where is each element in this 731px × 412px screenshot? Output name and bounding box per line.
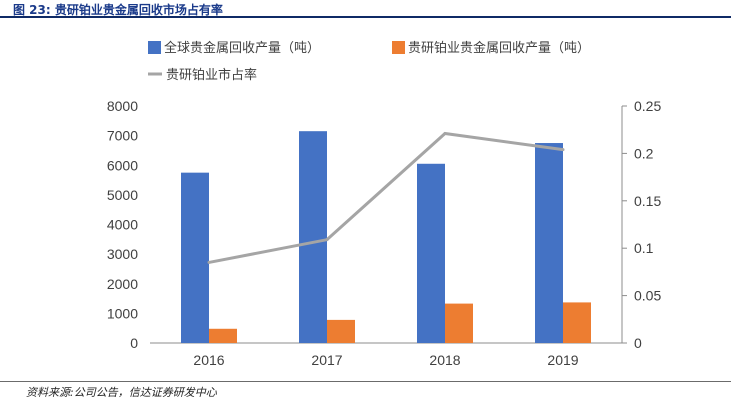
y-right-tick-label: 0.25	[634, 98, 661, 114]
y-right-tick-label: 0.1	[634, 240, 654, 256]
legend-label-share: 贵研铂业市占率	[166, 67, 257, 83]
footer-rule	[0, 381, 731, 382]
x-tick-label: 2018	[429, 352, 460, 368]
figure-title: 图 23: 贵研铂业贵金属回收市场占有率	[13, 3, 223, 17]
bar-guiyan	[563, 302, 591, 343]
y-left-tick-label: 4000	[107, 217, 138, 233]
y-left-tick-label: 5000	[107, 187, 138, 203]
x-tick-label: 2019	[547, 352, 578, 368]
bar-global	[417, 163, 445, 343]
x-tick-label: 2017	[311, 352, 342, 368]
share-line-path	[208, 131, 564, 264]
y-right-tick-label: 0	[634, 335, 642, 351]
y-left-tick-label: 1000	[107, 305, 138, 321]
legend-swatch-guiyan	[392, 41, 405, 54]
axes: 0 1000 2000 3000 4000 5000 6000 7000 8000 0 0.05 0.…	[107, 98, 662, 368]
y-left-tick-label: 0	[130, 335, 138, 351]
x-tick-label: 2016	[193, 352, 224, 368]
figure-title-bar: 图 23: 贵研铂业贵金属回收市场占有率	[0, 0, 731, 18]
share-line-point	[443, 131, 447, 135]
share-line	[207, 131, 565, 264]
share-line-point	[325, 238, 329, 242]
y-left-tick-label: 6000	[107, 157, 138, 173]
bars	[181, 131, 591, 343]
chart-area: 全球贵金属回收产量（吨） 贵研铂业贵金属回收产量（吨） 贵研铂业市占率 0 100…	[107, 40, 662, 368]
share-line-point	[207, 260, 211, 264]
source-note: 资料来源:公司公告，信达证券研发中心	[26, 386, 217, 399]
legend: 全球贵金属回收产量（吨） 贵研铂业贵金属回收产量（吨） 贵研铂业市占率	[148, 40, 590, 83]
legend-swatch-global	[148, 41, 161, 54]
y-right-tick-label: 0.05	[634, 288, 661, 304]
bar-global	[535, 143, 563, 343]
bar-guiyan	[209, 328, 237, 343]
y-left-tick-label: 2000	[107, 276, 138, 292]
legend-label-global: 全球贵金属回收产量（吨）	[164, 40, 320, 56]
bar-global	[299, 131, 327, 343]
legend-label-guiyan: 贵研铂业贵金属回收产量（吨）	[408, 40, 590, 56]
y-right-tick-label: 0.15	[634, 193, 661, 209]
y-right-tick-label: 0.2	[634, 145, 654, 161]
bar-guiyan	[327, 319, 355, 343]
share-line-point	[561, 148, 565, 152]
bar-guiyan	[445, 303, 473, 343]
y-left-tick-label: 7000	[107, 128, 138, 144]
y-left-tick-label: 8000	[107, 98, 138, 114]
bar-global	[181, 172, 209, 343]
y-left-tick-label: 3000	[107, 246, 138, 262]
